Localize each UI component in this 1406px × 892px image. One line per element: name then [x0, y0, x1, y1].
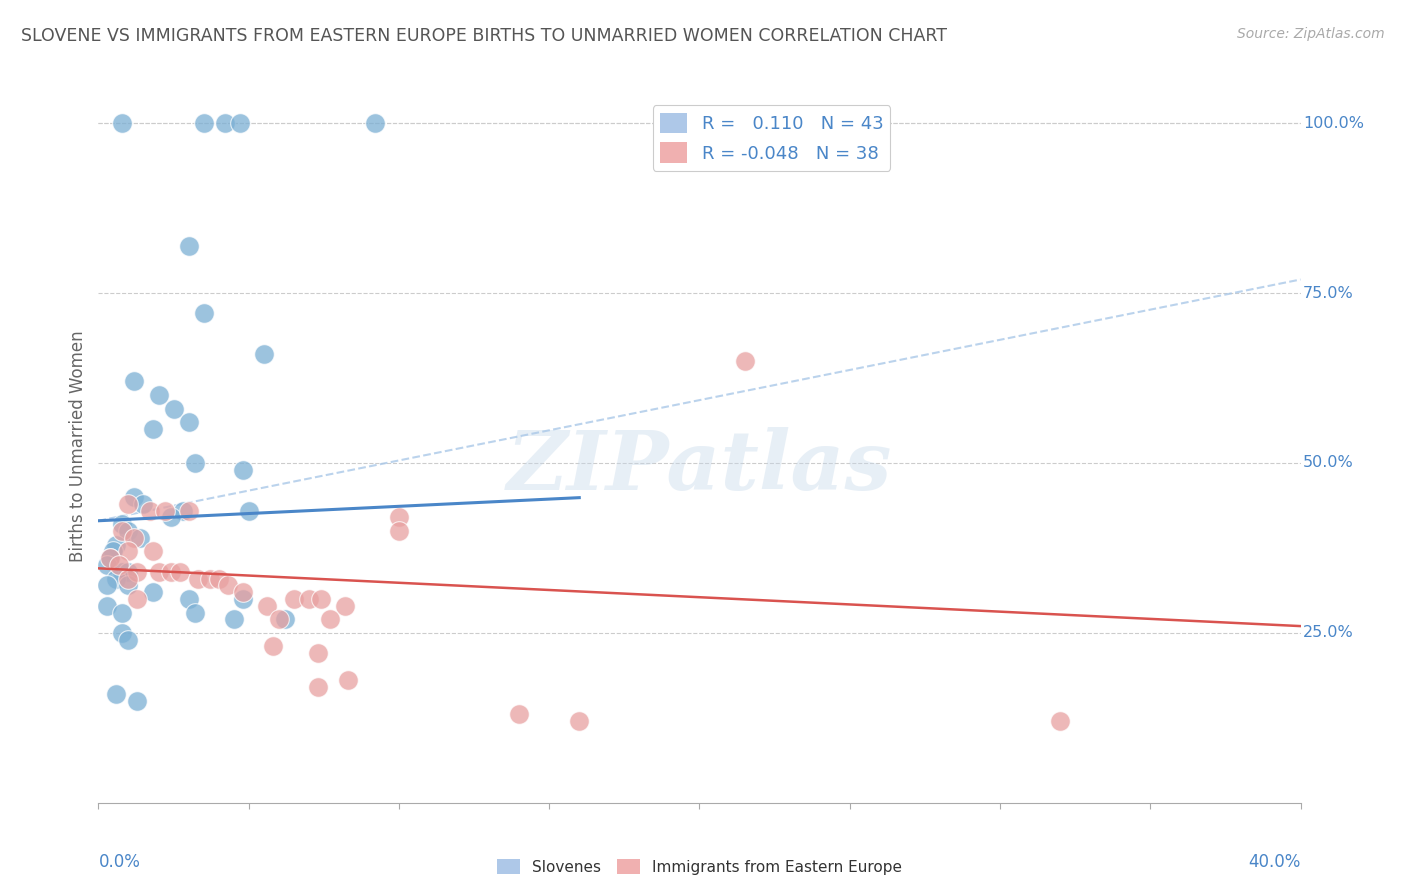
Point [117, 544, 139, 558]
Point [319, 612, 342, 626]
Point [105, 537, 128, 551]
Point [238, 503, 260, 517]
Y-axis label: Births to Unmarried Women: Births to Unmarried Women [69, 330, 87, 562]
Point [734, 354, 756, 368]
Text: 75.0%: 75.0% [1303, 285, 1354, 301]
Point [96, 578, 118, 592]
Point [232, 585, 254, 599]
Point [111, 626, 134, 640]
Point [307, 646, 329, 660]
Point [177, 503, 200, 517]
Point [232, 463, 254, 477]
Point [228, 116, 250, 130]
Point [117, 565, 139, 579]
Point [193, 116, 215, 130]
Point [124, 375, 146, 389]
Point [388, 510, 411, 524]
Point [159, 565, 181, 579]
Point [262, 640, 284, 654]
Point [108, 558, 131, 572]
Point [222, 612, 245, 626]
Point [267, 612, 290, 626]
Point [105, 572, 128, 586]
Point [177, 415, 200, 429]
Point [96, 558, 118, 572]
Point [214, 116, 236, 130]
Point [208, 572, 231, 586]
Text: SLOVENE VS IMMIGRANTS FROM EASTERN EUROPE BIRTHS TO UNMARRIED WOMEN CORRELATION : SLOVENE VS IMMIGRANTS FROM EASTERN EUROP… [21, 27, 948, 45]
Point [193, 306, 215, 320]
Point [117, 524, 139, 538]
Point [153, 503, 176, 517]
Point [1049, 714, 1071, 729]
Point [177, 238, 200, 252]
Point [103, 544, 125, 558]
Legend: Slovenes, Immigrants from Eastern Europe: Slovenes, Immigrants from Eastern Europe [491, 853, 908, 880]
Point [172, 503, 194, 517]
Point [307, 680, 329, 694]
Point [141, 544, 163, 558]
Point [274, 612, 297, 626]
Point [124, 490, 146, 504]
Point [187, 572, 209, 586]
Text: Source: ZipAtlas.com: Source: ZipAtlas.com [1237, 27, 1385, 41]
Point [100, 551, 122, 566]
Point [183, 456, 205, 470]
Point [138, 503, 160, 517]
Point [217, 578, 239, 592]
Point [105, 687, 128, 701]
Point [117, 632, 139, 647]
Point [96, 599, 118, 613]
Point [388, 524, 411, 538]
Text: ZIPatlas: ZIPatlas [506, 427, 893, 508]
Point [141, 585, 163, 599]
Text: 40.0%: 40.0% [1249, 853, 1301, 871]
Point [124, 531, 146, 545]
Point [336, 673, 359, 688]
Point [183, 606, 205, 620]
Point [283, 591, 305, 606]
Point [117, 497, 139, 511]
Point [117, 572, 139, 586]
Point [159, 510, 181, 524]
Point [129, 531, 152, 545]
Point [100, 551, 122, 566]
Point [256, 599, 278, 613]
Point [111, 524, 134, 538]
Text: 0.0%: 0.0% [98, 853, 141, 871]
Point [298, 591, 321, 606]
Point [232, 591, 254, 606]
Point [309, 591, 332, 606]
Text: 25.0%: 25.0% [1303, 625, 1354, 640]
Point [148, 388, 170, 402]
Text: 100.0%: 100.0% [1303, 116, 1364, 131]
Point [127, 591, 149, 606]
Point [111, 565, 134, 579]
Point [132, 497, 155, 511]
Point [127, 694, 149, 708]
Point [198, 572, 221, 586]
Point [148, 565, 170, 579]
Point [253, 347, 276, 361]
Point [364, 116, 387, 130]
Point [177, 591, 200, 606]
Point [127, 565, 149, 579]
Point [568, 714, 591, 729]
Point [111, 116, 134, 130]
Point [333, 599, 356, 613]
Point [169, 565, 191, 579]
Point [111, 606, 134, 620]
Point [162, 401, 184, 416]
Point [111, 517, 134, 532]
Text: 50.0%: 50.0% [1303, 456, 1354, 470]
Point [117, 578, 139, 592]
Point [508, 707, 530, 722]
Point [141, 422, 163, 436]
